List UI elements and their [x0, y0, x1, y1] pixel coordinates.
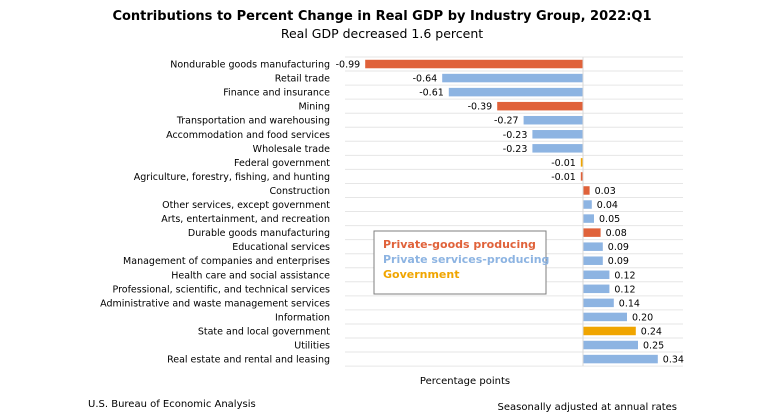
bar — [583, 354, 658, 364]
category-label: Finance and insurance — [223, 88, 330, 99]
data-label: -0.39 — [468, 102, 493, 113]
bar — [583, 326, 636, 336]
legend-goods: Private-goods producing — [383, 238, 536, 251]
bar — [583, 242, 603, 251]
bar — [583, 186, 590, 195]
category-label: Management of companies and enterprises — [123, 256, 330, 267]
bar — [583, 312, 627, 322]
category-label: Federal government — [234, 158, 330, 169]
x-axis-label: Percentage points — [420, 376, 510, 387]
bar — [583, 228, 601, 237]
category-label: Mining — [298, 102, 330, 113]
category-label: Transportation and warehousing — [176, 116, 330, 127]
bar — [583, 214, 594, 223]
category-label: Wholesale trade — [253, 144, 330, 155]
bar — [580, 158, 583, 167]
bar — [497, 101, 583, 111]
category-label: Utilities — [294, 341, 330, 352]
data-label: 0.24 — [641, 326, 662, 337]
bar — [532, 144, 583, 153]
bar — [583, 298, 614, 308]
category-label: Health care and social assistance — [171, 270, 330, 281]
bar — [583, 284, 610, 294]
category-label: Agriculture, forestry, fishing, and hunt… — [134, 172, 330, 183]
bar — [583, 340, 638, 350]
category-label: Durable goods manufacturing — [188, 228, 330, 239]
legend-services: Private services-producing — [383, 253, 549, 266]
seasonal-note: Seasonally adjusted at annual rates — [498, 402, 677, 413]
data-label: -0.23 — [503, 130, 528, 141]
bar — [523, 115, 583, 125]
source-note: U.S. Bureau of Economic Analysis — [88, 399, 256, 410]
category-label: Professional, scientific, and technical … — [113, 284, 331, 295]
data-label: 0.04 — [597, 200, 618, 211]
data-label: 0.34 — [663, 355, 684, 366]
data-label: 0.09 — [608, 256, 629, 267]
data-label: 0.12 — [614, 270, 635, 281]
bar — [583, 200, 592, 209]
data-label: -0.27 — [494, 116, 519, 127]
data-label: -0.61 — [419, 88, 444, 99]
bar — [580, 172, 583, 181]
data-label: -0.23 — [503, 144, 528, 155]
bar — [365, 59, 583, 69]
chart-subtitle: Real GDP decreased 1.6 percent — [281, 26, 483, 41]
legend-government: Government — [383, 268, 459, 281]
bar — [448, 87, 583, 97]
legend: Private-goods producing Private services… — [373, 230, 549, 295]
category-label: Real estate and rental and leasing — [167, 355, 330, 366]
data-label: -0.99 — [336, 60, 361, 71]
category-label: Construction — [270, 186, 331, 197]
bars: Nondurable goods manufacturing -0.99 Retai… — [100, 60, 684, 366]
data-label: 0.20 — [632, 312, 653, 323]
category-label: State and local government — [198, 326, 330, 337]
bar — [583, 270, 610, 280]
bar — [583, 256, 603, 265]
category-label: Information — [275, 312, 330, 323]
bar — [532, 130, 583, 139]
data-label: 0.08 — [606, 228, 627, 239]
category-label: Nondurable goods manufacturing — [170, 60, 330, 71]
data-label: -0.64 — [413, 74, 438, 85]
bar — [442, 73, 583, 83]
data-label: 0.25 — [643, 341, 664, 352]
category-label: Other services, except government — [162, 200, 330, 211]
category-label: Retail trade — [275, 74, 330, 85]
category-label: Administrative and waste management serv… — [100, 298, 330, 309]
data-label: 0.03 — [595, 186, 616, 197]
data-label: -0.01 — [551, 158, 576, 169]
category-label: Accommodation and food services — [166, 130, 330, 141]
data-label: 0.14 — [619, 298, 640, 309]
data-label: 0.09 — [608, 242, 629, 253]
data-label: -0.01 — [551, 172, 576, 183]
category-label: Arts, entertainment, and recreation — [161, 214, 330, 225]
chart-title: Contributions to Percent Change in Real … — [112, 9, 651, 24]
data-label: 0.12 — [614, 284, 635, 295]
data-label: 0.05 — [599, 214, 620, 225]
category-label: Educational services — [232, 242, 330, 253]
